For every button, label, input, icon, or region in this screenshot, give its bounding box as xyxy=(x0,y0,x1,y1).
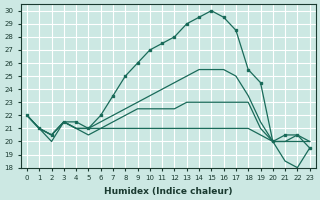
X-axis label: Humidex (Indice chaleur): Humidex (Indice chaleur) xyxy=(104,187,233,196)
